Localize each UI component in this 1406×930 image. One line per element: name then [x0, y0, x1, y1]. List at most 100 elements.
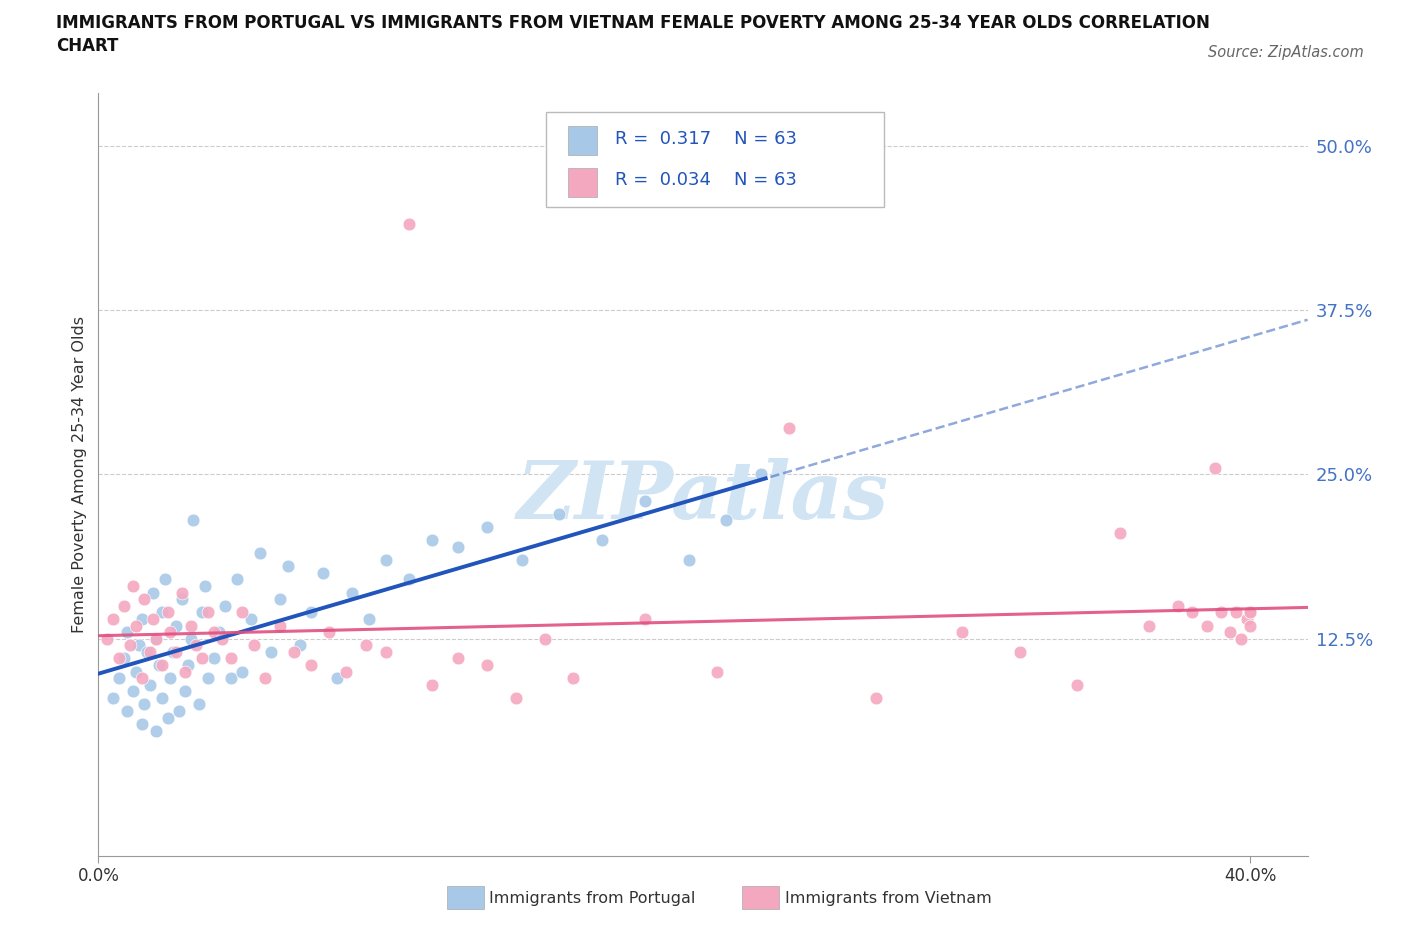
Point — [288, 638, 311, 653]
Point — [475, 658, 498, 672]
Text: Immigrants from Portugal: Immigrants from Portugal — [489, 891, 696, 906]
Point — [749, 467, 772, 482]
Point — [156, 604, 179, 619]
FancyBboxPatch shape — [568, 167, 596, 196]
Point — [176, 658, 198, 672]
Point — [131, 671, 153, 685]
Y-axis label: Female Poverty Among 25-34 Year Olds: Female Poverty Among 25-34 Year Olds — [72, 316, 87, 632]
Point — [283, 644, 305, 659]
Point — [115, 703, 138, 718]
Text: IMMIGRANTS FROM PORTUGAL VS IMMIGRANTS FROM VIETNAM FEMALE POVERTY AMONG 25-34 Y: IMMIGRANTS FROM PORTUGAL VS IMMIGRANTS F… — [56, 14, 1211, 32]
Point — [354, 638, 377, 653]
Point — [357, 612, 380, 627]
Point — [219, 671, 242, 685]
Point — [950, 625, 973, 640]
Point — [505, 690, 527, 705]
Point — [145, 631, 167, 646]
Point — [194, 578, 217, 593]
Point — [219, 651, 242, 666]
Text: CHART: CHART — [56, 37, 118, 55]
Point — [249, 546, 271, 561]
Point — [162, 644, 184, 659]
Point — [131, 717, 153, 732]
Point — [447, 651, 470, 666]
Point — [634, 612, 657, 627]
Point — [183, 512, 205, 527]
Point — [165, 618, 187, 633]
Point — [1181, 604, 1204, 619]
Point — [139, 644, 162, 659]
Point — [326, 671, 349, 685]
FancyBboxPatch shape — [546, 113, 884, 207]
Point — [1008, 644, 1031, 659]
Point — [128, 638, 150, 653]
Text: ZIPatlas: ZIPatlas — [517, 458, 889, 536]
Point — [122, 684, 145, 698]
Point — [533, 631, 555, 646]
Point — [1204, 460, 1226, 475]
Point — [202, 625, 225, 640]
Point — [277, 559, 299, 574]
Point — [191, 604, 214, 619]
Point — [214, 598, 236, 613]
Point — [318, 625, 340, 640]
Point — [634, 493, 657, 508]
Point — [173, 684, 195, 698]
Point — [1066, 677, 1088, 692]
Point — [197, 604, 219, 619]
Point — [398, 217, 420, 232]
Point — [678, 552, 700, 567]
Point — [269, 618, 291, 633]
Point — [131, 612, 153, 627]
Point — [134, 697, 156, 711]
Point — [180, 631, 202, 646]
Point — [120, 638, 142, 653]
Point — [115, 625, 138, 640]
Point — [260, 644, 283, 659]
Point — [778, 421, 800, 436]
Point — [375, 552, 398, 567]
Point — [170, 591, 193, 606]
Point — [240, 612, 263, 627]
Point — [231, 664, 253, 679]
Point — [254, 671, 277, 685]
Point — [1239, 618, 1261, 633]
Point — [150, 690, 173, 705]
Point — [139, 677, 162, 692]
Point — [1236, 612, 1258, 627]
Point — [145, 631, 167, 646]
Point — [243, 638, 266, 653]
Point — [225, 572, 247, 587]
Point — [150, 658, 173, 672]
Point — [191, 651, 214, 666]
Point — [312, 565, 335, 580]
Point — [398, 572, 420, 587]
Point — [548, 506, 571, 521]
Point — [180, 618, 202, 633]
Point — [1195, 618, 1218, 633]
Point — [335, 664, 357, 679]
Point — [101, 690, 124, 705]
Point — [96, 631, 118, 646]
Point — [107, 651, 129, 666]
Point — [167, 703, 190, 718]
Text: Immigrants from Vietnam: Immigrants from Vietnam — [785, 891, 991, 906]
Point — [1109, 526, 1132, 541]
Point — [173, 664, 195, 679]
Point — [1167, 598, 1189, 613]
FancyBboxPatch shape — [568, 126, 596, 155]
Point — [142, 612, 165, 627]
Point — [145, 724, 167, 738]
Point — [142, 585, 165, 600]
Point — [510, 552, 533, 567]
Point — [153, 572, 176, 587]
Point — [159, 625, 181, 640]
Point — [422, 677, 444, 692]
Point — [475, 520, 498, 535]
Point — [112, 598, 135, 613]
Point — [197, 671, 219, 685]
Text: R =  0.317    N = 63: R = 0.317 N = 63 — [614, 130, 797, 148]
Point — [159, 671, 181, 685]
Point — [101, 612, 124, 627]
Point — [134, 591, 156, 606]
